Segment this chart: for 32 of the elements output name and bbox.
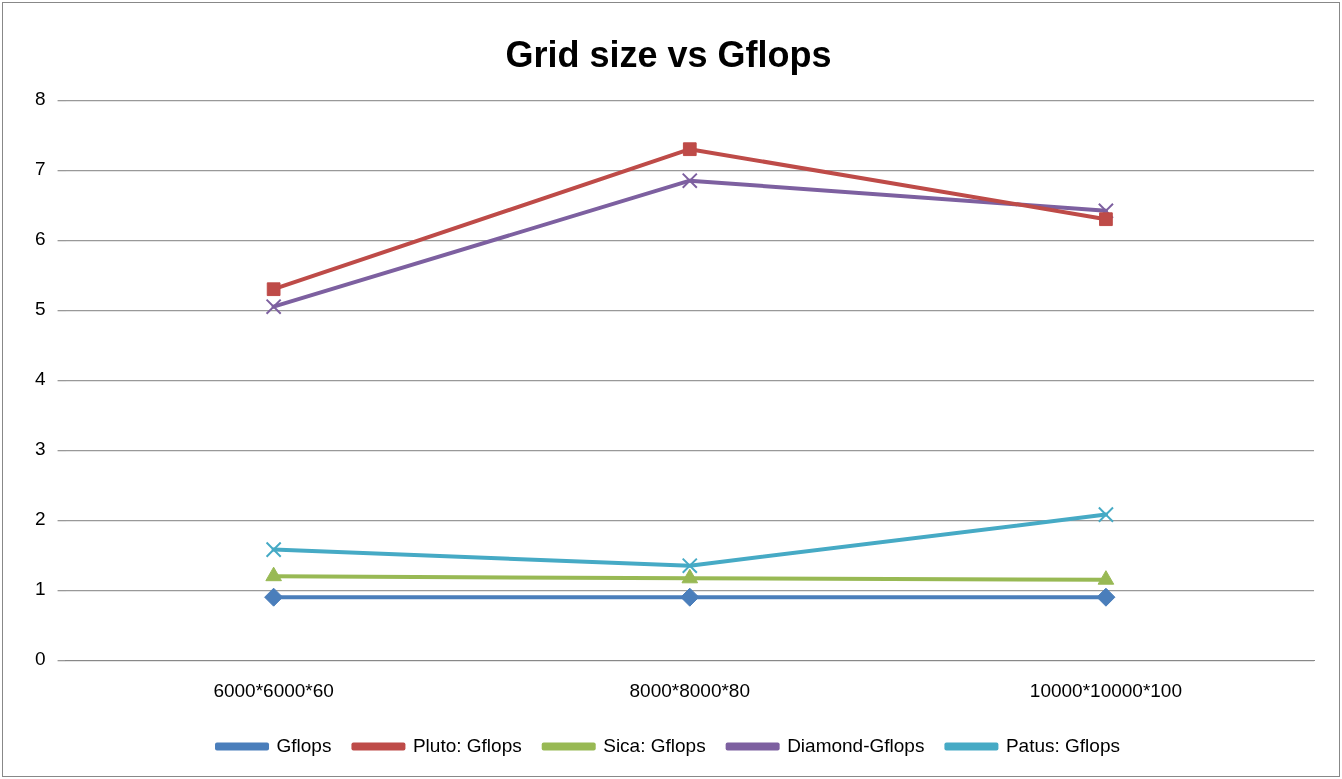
point [1099,212,1113,227]
point [265,541,282,558]
y-tick-label: 8 [34,88,46,110]
x-tick-label: 8000*8000*80 [629,679,751,701]
y-tick-label: 6 [34,228,46,250]
point [681,172,698,189]
legend-label: Diamond-Gflops [787,734,925,756]
legend-label: Patus: Gflops [1005,734,1120,756]
y-tick-label: 0 [34,648,46,670]
y-tick-label: 7 [34,158,46,180]
legend-label: Sica: Gflops [603,734,706,756]
chart-title: Grid size vs Gflops [505,33,832,75]
x-tick-label: 6000*6000*60 [213,679,334,701]
y-tick-label: 4 [34,368,46,390]
y-tick-label: 5 [34,298,46,320]
legend-label: Gflops [276,734,332,756]
point [682,142,697,157]
point [681,568,699,584]
point [265,298,282,315]
point [265,566,282,582]
point [1096,587,1116,607]
point [266,282,281,297]
point [680,587,700,607]
point [1097,570,1115,585]
y-tick-label: 2 [34,508,46,530]
y-tick-label: 3 [34,438,46,460]
point [264,587,284,607]
x-tick-label: 10000*10000*100 [1029,679,1183,701]
point [1097,506,1114,523]
y-tick-label: 1 [34,578,46,600]
point [681,557,698,574]
legend-label: Pluto: Gflops [412,734,522,756]
